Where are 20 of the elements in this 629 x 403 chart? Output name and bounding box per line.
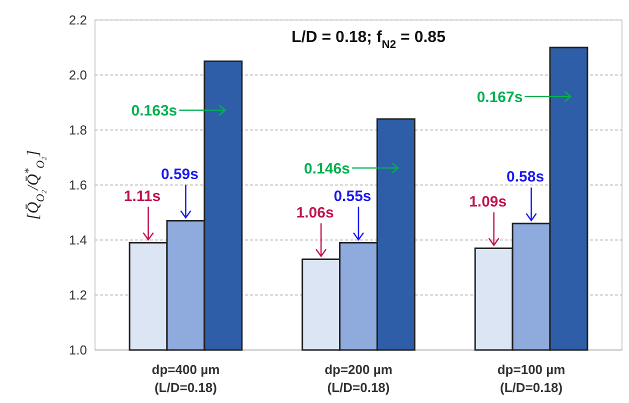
annotation: 0.146s bbox=[304, 160, 350, 178]
y-tick-label: 2.0 bbox=[68, 68, 87, 83]
y-tick-label: 1.0 bbox=[68, 342, 87, 358]
annotation: 1.09s bbox=[469, 193, 507, 210]
y-tick-label: 1.2 bbox=[68, 288, 87, 303]
x-tick-label: dp=200 µm (L/D=0.18) bbox=[324, 362, 392, 395]
y-tick-label: 1.4 bbox=[68, 232, 87, 248]
annotation: 0.167s bbox=[476, 88, 523, 106]
annotation: 0.58s bbox=[506, 168, 544, 186]
y-tick-label: 1.6 bbox=[68, 178, 87, 193]
x-tick-label: dp=400 µm (L/D=0.18) bbox=[152, 362, 220, 395]
annotation: 1.06s bbox=[296, 204, 334, 222]
annotation: 1.11s bbox=[124, 188, 161, 205]
annotation: 0.55s bbox=[334, 188, 372, 205]
y-tick-label: 1.8 bbox=[68, 122, 87, 138]
y-tick-label: 2.2 bbox=[68, 12, 87, 28]
annotation: 0.163s bbox=[131, 102, 178, 120]
x-tick-label: dp=100 µm (L/D=0.18) bbox=[497, 362, 566, 395]
text: L/D = 0.18; f$_{N2}$ = 0.85 bbox=[292, 29, 446, 51]
annotation: 0.59s bbox=[160, 166, 198, 183]
